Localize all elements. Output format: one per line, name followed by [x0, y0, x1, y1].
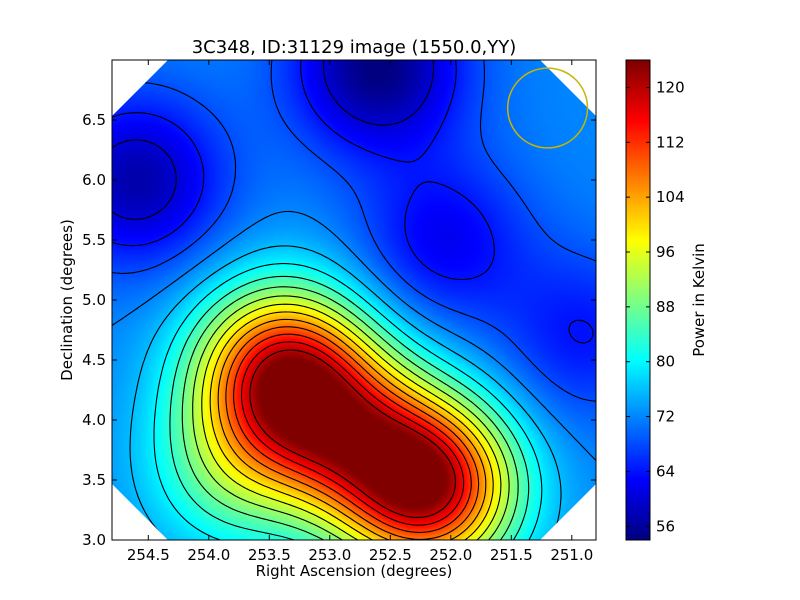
- x-tick-label: 254.0: [187, 546, 230, 564]
- contour-line: [112, 60, 596, 402]
- y-tick-label: 4.0: [82, 411, 106, 429]
- x-tick-label: 252.0: [429, 546, 472, 564]
- colorbar-tick-label: 96: [656, 243, 675, 261]
- chart-title: 3C348, ID:31129 image (1550.0,YY): [192, 37, 517, 58]
- colorbar-frame: [625, 59, 651, 541]
- colorbar-tick-label: 120: [656, 78, 685, 96]
- y-axis: 3.0 3.5 4.0 4.5 5.0 5.5 6.0 6.5: [82, 111, 596, 549]
- y-tick-label: 5.5: [82, 231, 106, 249]
- contour-lines: [112, 60, 596, 540]
- colorbar-tick-label: 104: [656, 188, 685, 206]
- plot-area: 254.5 254.0 253.5 253.0 252.5 252.0 251.5 251.0…: [82, 59, 597, 564]
- beam-circle: [506, 67, 589, 149]
- x-tick-label: 252.5: [369, 546, 412, 564]
- y-tick-label: 6.0: [82, 171, 106, 189]
- contour-line: [181, 286, 519, 540]
- colorbar-tick-label: 56: [656, 517, 675, 535]
- x-tick-label: 253.0: [308, 546, 351, 564]
- x-tick-label: 253.5: [248, 546, 291, 564]
- y-tick-label: 3.5: [82, 471, 106, 489]
- contour-line: [201, 303, 502, 540]
- colorbar-tick-label: 80: [656, 353, 675, 371]
- colorbar-gradient: [626, 60, 650, 540]
- colorbar-tick-label: 72: [656, 408, 675, 426]
- colorbar-tick-label: 112: [656, 133, 685, 151]
- y-tick-label: 3.0: [82, 531, 106, 549]
- y-tick-label: 4.5: [82, 351, 106, 369]
- contour-line: [112, 60, 435, 220]
- y-axis-label: Declination (degrees): [58, 219, 76, 381]
- y-tick-label: 6.5: [82, 111, 106, 129]
- contour-line: [153, 263, 543, 540]
- x-axis: 254.5 254.0 253.5 253.0 252.5 252.0 251.5 251.0: [127, 60, 593, 564]
- contour-line: [112, 210, 596, 461]
- contour-line: [225, 326, 480, 540]
- colorbar: 56 64 72 80 88 96 104 112 120: [625, 59, 685, 541]
- colorbar-tick-label: 88: [656, 298, 675, 316]
- contour-line: [112, 60, 594, 344]
- contour-line: [192, 295, 510, 540]
- contour-line: [209, 311, 494, 540]
- x-tick-label: 251.5: [490, 546, 533, 564]
- x-tick-label: 251.0: [550, 546, 593, 564]
- x-axis-label: Right Ascension (degrees): [256, 562, 453, 580]
- heatmap-image: [112, 60, 596, 540]
- x-tick-label: 254.5: [127, 546, 170, 564]
- colorbar-tick-label: 64: [656, 462, 675, 480]
- contour-line: [169, 275, 530, 540]
- contour-line: [129, 245, 562, 540]
- y-tick-label: 5.0: [82, 291, 106, 309]
- colorbar-label: Power in Kelvin: [690, 243, 708, 357]
- contour-line: [233, 333, 472, 533]
- contour-line: [240, 341, 465, 526]
- contour-line: [217, 318, 487, 540]
- colorbar-ticks: 56 64 72 80 88 96 104 112 120: [626, 78, 685, 535]
- contour-line: [249, 349, 456, 518]
